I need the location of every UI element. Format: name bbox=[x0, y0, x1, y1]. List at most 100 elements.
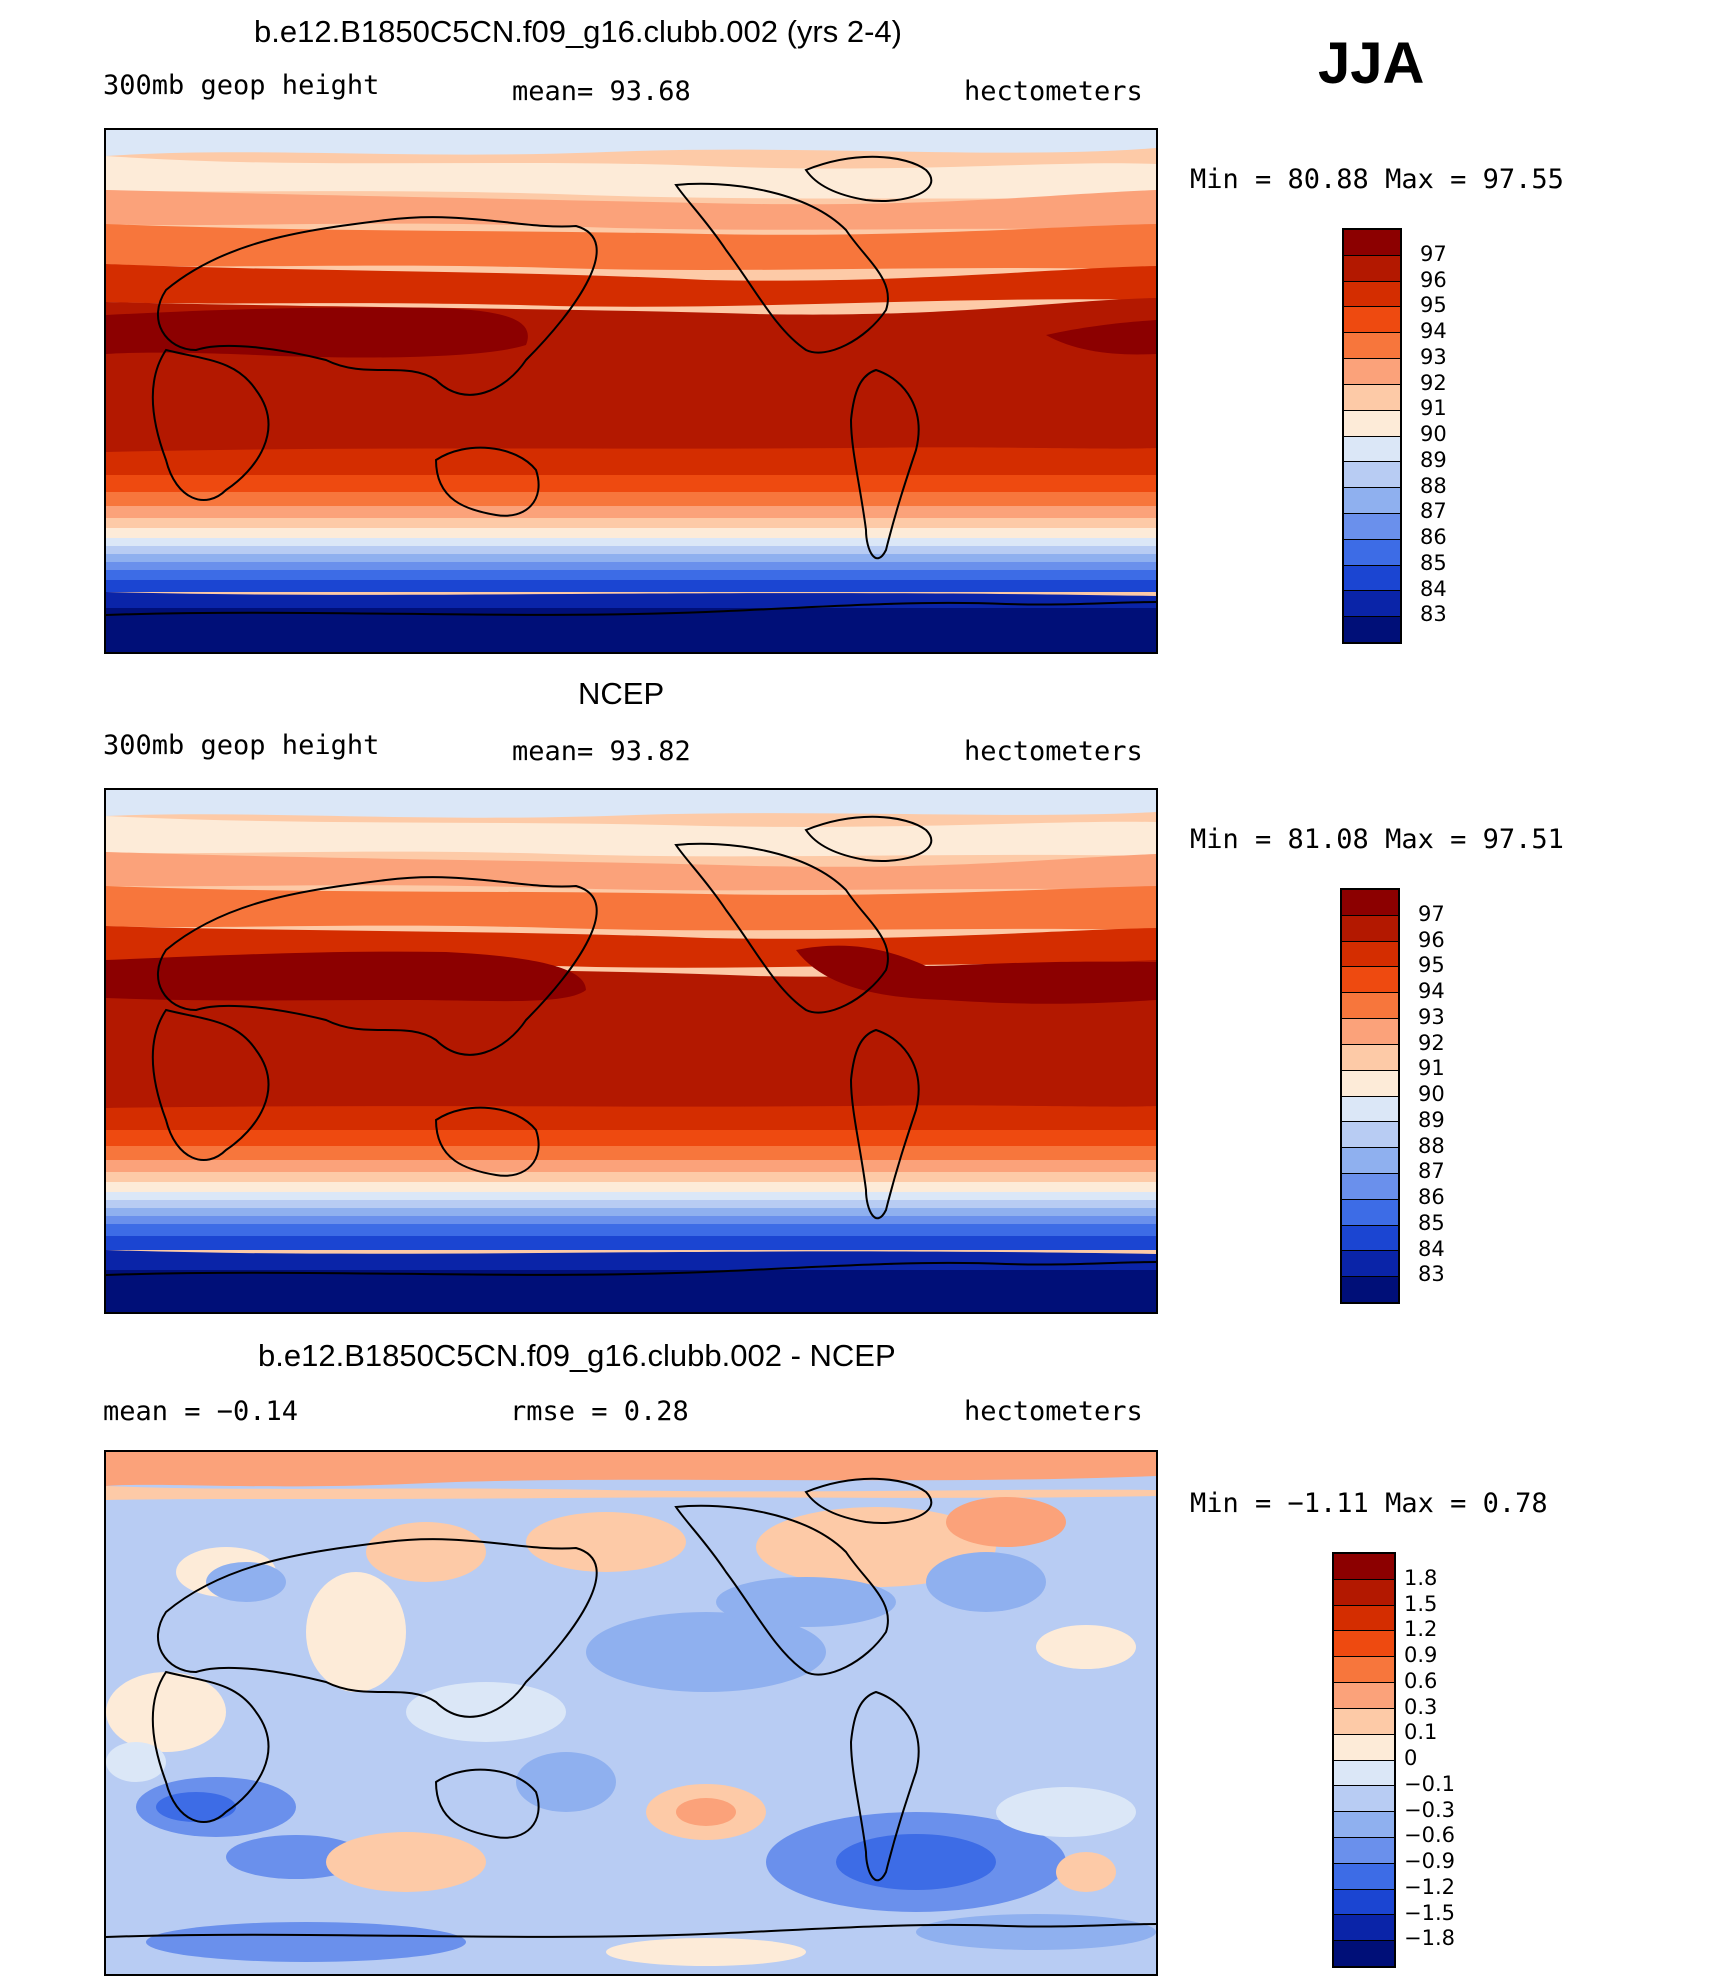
colorbar-swatch bbox=[1344, 307, 1400, 334]
panel3-title: b.e12.B1850C5CN.f09_g16.clubb.002 - NCEP bbox=[258, 1338, 896, 1373]
colorbar-tick-label: 90 bbox=[1418, 1082, 1445, 1106]
panel1-units-label: hectometers bbox=[964, 76, 1143, 107]
colorbar-swatch bbox=[1344, 230, 1400, 256]
panel2-minmax: Min = 81.08 Max = 97.51 bbox=[1190, 824, 1564, 855]
colorbar-tick-label: −1.5 bbox=[1404, 1900, 1455, 1925]
panel3-contour-field bbox=[106, 1452, 1156, 1974]
colorbar-swatch bbox=[1334, 1863, 1394, 1890]
colorbar-tick-label: 85 bbox=[1418, 1210, 1445, 1235]
colorbar-tick-label: 86 bbox=[1418, 1185, 1445, 1209]
panel2-map bbox=[104, 788, 1158, 1314]
colorbar-tick-label: 92 bbox=[1418, 1030, 1445, 1055]
colorbar-swatch bbox=[1342, 993, 1398, 1020]
colorbar-swatch bbox=[1334, 1889, 1394, 1916]
colorbar-swatch bbox=[1334, 1812, 1394, 1838]
colorbar-tick-label: 84 bbox=[1418, 1236, 1445, 1261]
panel1-mean-label: mean= 93.68 bbox=[512, 76, 691, 107]
colorbar-swatch bbox=[1342, 1019, 1398, 1045]
panel1-map bbox=[104, 128, 1158, 654]
colorbar-swatch bbox=[1344, 617, 1400, 642]
panel3-colorbar-ticks: 1.8 1.5 1.2 0.9 0.6 0.3 0.1 0 −0.1 −0.3 −0.6 −0.9 −1… bbox=[1404, 1552, 1484, 1964]
colorbar-swatch bbox=[1342, 915, 1398, 942]
colorbar-tick-label: 95 bbox=[1418, 953, 1445, 978]
panel3-units-label: hectometers bbox=[964, 1396, 1143, 1427]
colorbar-swatch bbox=[1334, 1760, 1394, 1787]
colorbar-tick-label: 96 bbox=[1418, 927, 1445, 952]
colorbar-swatch bbox=[1334, 1605, 1394, 1632]
colorbar-tick-label: 94 bbox=[1420, 319, 1447, 343]
panel3-minmax: Min = −1.11 Max = 0.78 bbox=[1190, 1488, 1548, 1519]
colorbar-swatch bbox=[1344, 513, 1400, 540]
colorbar-swatch bbox=[1342, 1122, 1398, 1149]
colorbar-tick-label: 0.9 bbox=[1404, 1643, 1438, 1667]
colorbar-swatch bbox=[1344, 591, 1400, 618]
colorbar-tick-label: 87 bbox=[1418, 1159, 1445, 1184]
colorbar-swatch bbox=[1334, 1734, 1394, 1761]
colorbar-tick-label: −0.1 bbox=[1404, 1771, 1455, 1796]
colorbar-tick-label: 95 bbox=[1420, 293, 1447, 318]
colorbar-tick-label: 0.6 bbox=[1404, 1668, 1438, 1693]
colorbar-swatch bbox=[1342, 1251, 1398, 1278]
panel1-minmax: Min = 80.88 Max = 97.55 bbox=[1190, 164, 1564, 195]
colorbar-tick-label: 85 bbox=[1420, 550, 1447, 575]
colorbar-swatch bbox=[1344, 462, 1400, 489]
colorbar-tick-label: 88 bbox=[1418, 1133, 1445, 1158]
colorbar-swatch bbox=[1342, 890, 1398, 916]
panel3-mean-label: mean = −0.14 bbox=[103, 1396, 299, 1427]
colorbar-tick-label: −1.8 bbox=[1404, 1926, 1455, 1951]
colorbar-swatch bbox=[1344, 436, 1400, 463]
panel3-map bbox=[104, 1450, 1158, 1976]
colorbar-tick-label: 88 bbox=[1420, 473, 1447, 498]
panel3-colorbar bbox=[1332, 1552, 1396, 1968]
colorbar-swatch bbox=[1342, 1173, 1398, 1200]
colorbar-swatch bbox=[1334, 1941, 1394, 1966]
colorbar-tick-label: 92 bbox=[1420, 370, 1447, 395]
colorbar-tick-label: 83 bbox=[1420, 602, 1447, 627]
colorbar-tick-label: −0.3 bbox=[1404, 1797, 1455, 1822]
colorbar-swatch bbox=[1334, 1631, 1394, 1658]
panel1-variable-label: 300mb geop height bbox=[103, 70, 380, 101]
colorbar-swatch bbox=[1334, 1683, 1394, 1709]
colorbar-tick-label: 90 bbox=[1420, 422, 1447, 446]
colorbar-swatch bbox=[1334, 1579, 1394, 1606]
colorbar-tick-label: 97 bbox=[1418, 901, 1445, 926]
colorbar-tick-label: 89 bbox=[1418, 1107, 1445, 1132]
colorbar-swatch bbox=[1342, 1225, 1398, 1252]
panel2-colorbar-ticks: 97 96 95 94 93 92 91 90 89 88 87 86 85 84 83 bbox=[1418, 888, 1478, 1300]
colorbar-swatch bbox=[1342, 1096, 1398, 1123]
colorbar-tick-label: 94 bbox=[1418, 979, 1445, 1003]
season-label: JJA bbox=[1318, 31, 1425, 96]
colorbar-swatch bbox=[1344, 565, 1400, 592]
colorbar-swatch bbox=[1334, 1657, 1394, 1684]
panel3-rmse-label: rmse = 0.28 bbox=[510, 1396, 689, 1427]
colorbar-tick-label: 0.1 bbox=[1404, 1720, 1438, 1745]
panel1-contour-field bbox=[106, 130, 1156, 652]
panel1-colorbar bbox=[1342, 228, 1402, 644]
colorbar-tick-label: 89 bbox=[1420, 447, 1447, 472]
colorbar-swatch bbox=[1344, 410, 1400, 437]
colorbar-swatch bbox=[1344, 539, 1400, 566]
colorbar-swatch bbox=[1334, 1915, 1394, 1942]
panel2-mean-label: mean= 93.82 bbox=[512, 736, 691, 767]
colorbar-tick-label: 1.8 bbox=[1404, 1565, 1438, 1590]
panel2-units-label: hectometers bbox=[964, 736, 1143, 767]
colorbar-tick-label: 1.2 bbox=[1404, 1617, 1438, 1642]
colorbar-tick-label: 84 bbox=[1420, 576, 1447, 601]
colorbar-swatch bbox=[1344, 255, 1400, 282]
colorbar-tick-label: 93 bbox=[1418, 1004, 1445, 1029]
colorbar-swatch bbox=[1342, 967, 1398, 994]
colorbar-swatch bbox=[1344, 488, 1400, 514]
colorbar-tick-label: 1.5 bbox=[1404, 1591, 1438, 1616]
colorbar-tick-label: −1.2 bbox=[1404, 1874, 1455, 1899]
colorbar-tick-label: 87 bbox=[1420, 499, 1447, 524]
colorbar-tick-label: 93 bbox=[1420, 344, 1447, 369]
panel2-variable-label: 300mb geop height bbox=[103, 730, 380, 761]
colorbar-swatch bbox=[1342, 1044, 1398, 1071]
colorbar-swatch bbox=[1334, 1554, 1394, 1580]
colorbar-swatch bbox=[1342, 1148, 1398, 1174]
colorbar-tick-label: −0.6 bbox=[1404, 1823, 1455, 1848]
colorbar-tick-label: 96 bbox=[1420, 267, 1447, 292]
panel2-title: NCEP bbox=[578, 676, 665, 711]
panel2-contour-field bbox=[106, 790, 1156, 1312]
colorbar-swatch bbox=[1344, 359, 1400, 385]
